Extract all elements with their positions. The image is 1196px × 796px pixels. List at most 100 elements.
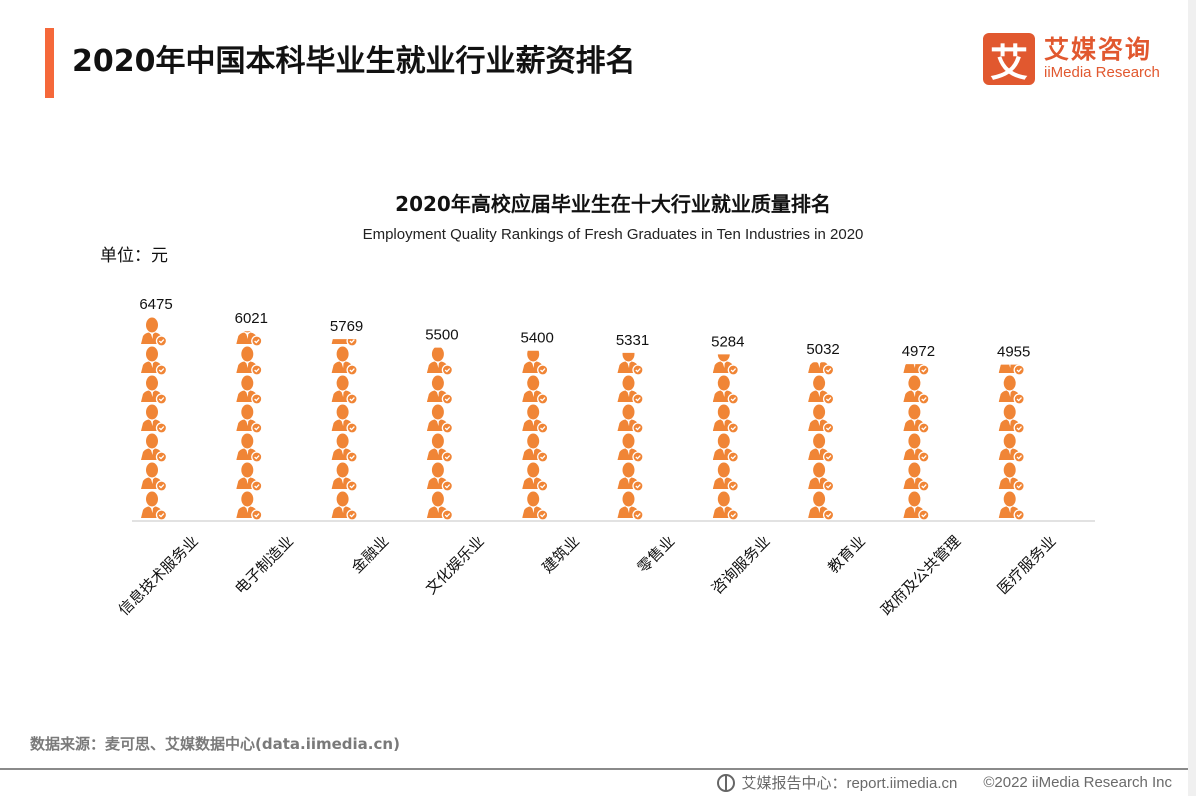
person-icon <box>808 375 835 404</box>
person-icon <box>426 404 453 433</box>
page-title: 2020年中国本科毕业生就业行业薪资排名 <box>72 44 636 79</box>
person-icon <box>617 433 644 462</box>
person-icon <box>426 347 453 375</box>
person-icon <box>522 350 549 375</box>
person-icon <box>522 375 549 404</box>
person-icon <box>998 433 1025 462</box>
person-icon <box>331 433 358 462</box>
globe-icon <box>717 773 736 792</box>
person-icon <box>903 462 930 491</box>
report-center-link[interactable]: 艾媒报告中心：report.iimedia.cn <box>741 775 958 792</box>
person-icon <box>903 433 930 462</box>
person-icon <box>141 433 167 462</box>
person-icon <box>903 404 930 433</box>
value-label: 5331 <box>616 332 649 349</box>
person-icon <box>617 462 644 491</box>
category-label: 金融业 <box>348 532 393 577</box>
person-icon <box>617 375 644 404</box>
bar-1 <box>236 331 263 520</box>
person-icon <box>808 433 835 462</box>
unit-label: 单位：元 <box>100 246 168 266</box>
category-label: 建筑业 <box>538 532 583 577</box>
footer: 艾媒报告中心：report.iimedia.cn ©2022 iiMedia R… <box>717 772 1172 793</box>
person-icon <box>141 404 167 433</box>
person-icon <box>903 375 930 404</box>
person-icon <box>712 354 739 375</box>
person-icon <box>141 491 167 520</box>
logo-cn-text: 艾媒咨询 <box>1044 35 1153 64</box>
person-icon <box>141 462 167 491</box>
person-icon <box>998 462 1025 491</box>
person-icon <box>426 375 453 404</box>
person-icon <box>236 462 263 491</box>
person-icon <box>141 346 167 375</box>
person-icon <box>712 433 739 462</box>
person-icon <box>426 433 453 462</box>
logo-en-text: iiMedia Research <box>1044 64 1160 81</box>
value-label: 4972 <box>902 343 935 360</box>
person-icon <box>522 404 549 433</box>
person-icon <box>999 318 1024 347</box>
person-icon <box>712 404 739 433</box>
person-icon <box>998 491 1025 520</box>
person-icon <box>426 491 453 520</box>
footer-divider <box>0 768 1196 770</box>
person-icon <box>617 352 644 375</box>
category-label: 咨询服务业 <box>708 532 774 598</box>
person-icon <box>712 375 739 404</box>
person-icon <box>617 404 644 433</box>
bar-0 <box>141 317 167 520</box>
title-accent-bar <box>45 28 54 98</box>
person-icon <box>903 491 930 520</box>
chart-subtitle: Employment Quality Rankings of Fresh Gra… <box>362 226 864 243</box>
person-icon <box>331 404 358 433</box>
person-icon <box>903 318 929 347</box>
person-icon <box>808 491 835 520</box>
value-label: 6475 <box>139 296 172 313</box>
person-icon <box>141 375 167 404</box>
category-label: 教育业 <box>824 532 869 577</box>
person-icon <box>522 462 549 491</box>
value-label: 5032 <box>806 341 839 358</box>
person-icon <box>331 346 358 375</box>
category-label: 信息技术服务业 <box>115 532 202 619</box>
category-label: 文化娱乐业 <box>422 532 488 598</box>
category-label: 政府及公共管理 <box>877 532 964 619</box>
category-label: 医疗服务业 <box>994 532 1060 598</box>
value-label: 5769 <box>330 318 363 335</box>
person-icon <box>808 404 835 433</box>
person-icon <box>236 375 263 404</box>
category-label: 电子制造业 <box>231 532 297 598</box>
bar-4 <box>522 350 549 520</box>
person-icon <box>236 433 263 462</box>
person-icon <box>331 491 358 520</box>
person-icon <box>331 462 358 491</box>
copyright-text: ©2022 iiMedia Research Inc <box>983 774 1172 791</box>
person-icon <box>236 346 263 375</box>
bar-3 <box>426 347 453 520</box>
person-icon <box>712 462 739 491</box>
iimedia-logo: 艾 艾媒咨询 iiMedia Research <box>983 33 1160 85</box>
bar-2 <box>331 339 358 520</box>
logo-mark-icon: 艾 <box>983 33 1035 85</box>
chart-title: 2020年高校应届毕业生在十大行业就业质量排名 <box>395 192 831 216</box>
value-label: 6021 <box>235 310 268 327</box>
value-label: 5284 <box>711 333 744 350</box>
person-icon <box>236 404 263 433</box>
person-icon <box>617 491 644 520</box>
person-icon <box>998 404 1025 433</box>
category-label: 零售业 <box>634 532 679 577</box>
person-icon <box>998 375 1025 404</box>
person-icon <box>331 375 358 404</box>
person-icon <box>522 491 549 520</box>
person-icon <box>808 462 835 491</box>
person-icon <box>712 491 739 520</box>
value-label: 4955 <box>997 344 1030 361</box>
person-icon <box>141 317 167 346</box>
person-icon <box>522 433 549 462</box>
value-label: 5500 <box>425 327 458 344</box>
scrollbar-track[interactable] <box>1188 0 1196 796</box>
person-icon <box>426 462 453 491</box>
person-icon <box>236 491 263 520</box>
